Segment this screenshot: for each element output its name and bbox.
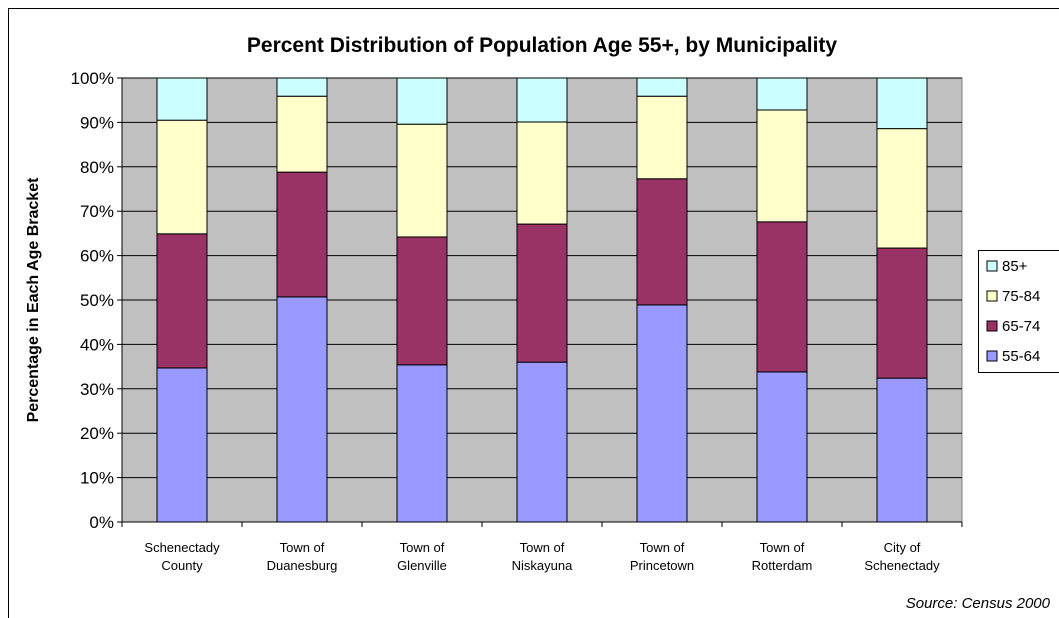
legend-swatch xyxy=(986,260,998,272)
bar-segment xyxy=(516,121,568,225)
x-tick-label: Town of Niskayuna xyxy=(512,540,573,573)
legend-label: 55-64 xyxy=(1002,348,1040,365)
y-tick-label: 10% xyxy=(80,469,114,488)
bar-segment xyxy=(636,95,688,180)
x-tick-label: Town of Duanesburg xyxy=(267,540,338,573)
y-tick-label: 80% xyxy=(80,158,114,177)
y-tick-label: 0% xyxy=(89,513,114,532)
bar-segment xyxy=(156,367,208,523)
bar-segment xyxy=(156,77,208,121)
bar-segment xyxy=(396,364,448,523)
legend-swatch xyxy=(986,320,998,332)
x-tick-label: Town of Princetown xyxy=(630,540,694,573)
bar-segment xyxy=(516,77,568,123)
bar-segment xyxy=(756,77,808,111)
bar-segment xyxy=(876,77,928,130)
bar-segment xyxy=(756,371,808,523)
x-tick-label: City of Schenectady xyxy=(864,540,940,573)
y-tick-label: 100% xyxy=(71,69,114,88)
bar-segment xyxy=(276,296,328,523)
chart-title: Percent Distribution of Population Age 5… xyxy=(247,34,838,57)
legend-label: 65-74 xyxy=(1002,318,1040,335)
annotation: Source: Census 2000 xyxy=(906,595,1051,612)
bar-segment xyxy=(756,221,808,373)
y-tick-label: 20% xyxy=(80,424,114,443)
bar-segment xyxy=(396,77,448,125)
bar-segment xyxy=(516,361,568,523)
bar-segment xyxy=(756,109,808,223)
y-tick-label: 60% xyxy=(80,247,114,266)
x-tick-label: Town of Rotterdam xyxy=(752,540,813,573)
x-tick-label: Town of Glenville xyxy=(397,540,447,573)
bar-segment xyxy=(516,223,568,363)
y-tick-label: 90% xyxy=(80,113,114,132)
bar-segment xyxy=(276,77,328,97)
bar-segment xyxy=(636,77,688,97)
y-tick-label: 40% xyxy=(80,335,114,354)
bar-segment xyxy=(396,123,448,238)
bar-segment xyxy=(636,304,688,523)
y-axis-label: Percentage in Each Age Bracket xyxy=(25,177,42,423)
bar-segment xyxy=(876,128,928,249)
y-tick-label: 50% xyxy=(80,291,114,310)
x-tick-label: Schenectady County xyxy=(144,540,220,573)
bar-segment xyxy=(396,236,448,366)
bar-segment xyxy=(876,247,928,379)
legend-label: 85+ xyxy=(1002,258,1028,275)
bar-segment xyxy=(156,119,208,235)
bar-segment xyxy=(636,178,688,306)
legend-label: 75-84 xyxy=(1002,288,1040,305)
y-tick-label: 30% xyxy=(80,380,114,399)
bar-segment xyxy=(276,171,328,298)
bar-segment xyxy=(156,233,208,369)
y-tick-label: 70% xyxy=(80,202,114,221)
legend-swatch xyxy=(986,290,998,302)
legend-swatch xyxy=(986,350,998,362)
bar-segment xyxy=(876,377,928,523)
bar-segment xyxy=(276,95,328,173)
